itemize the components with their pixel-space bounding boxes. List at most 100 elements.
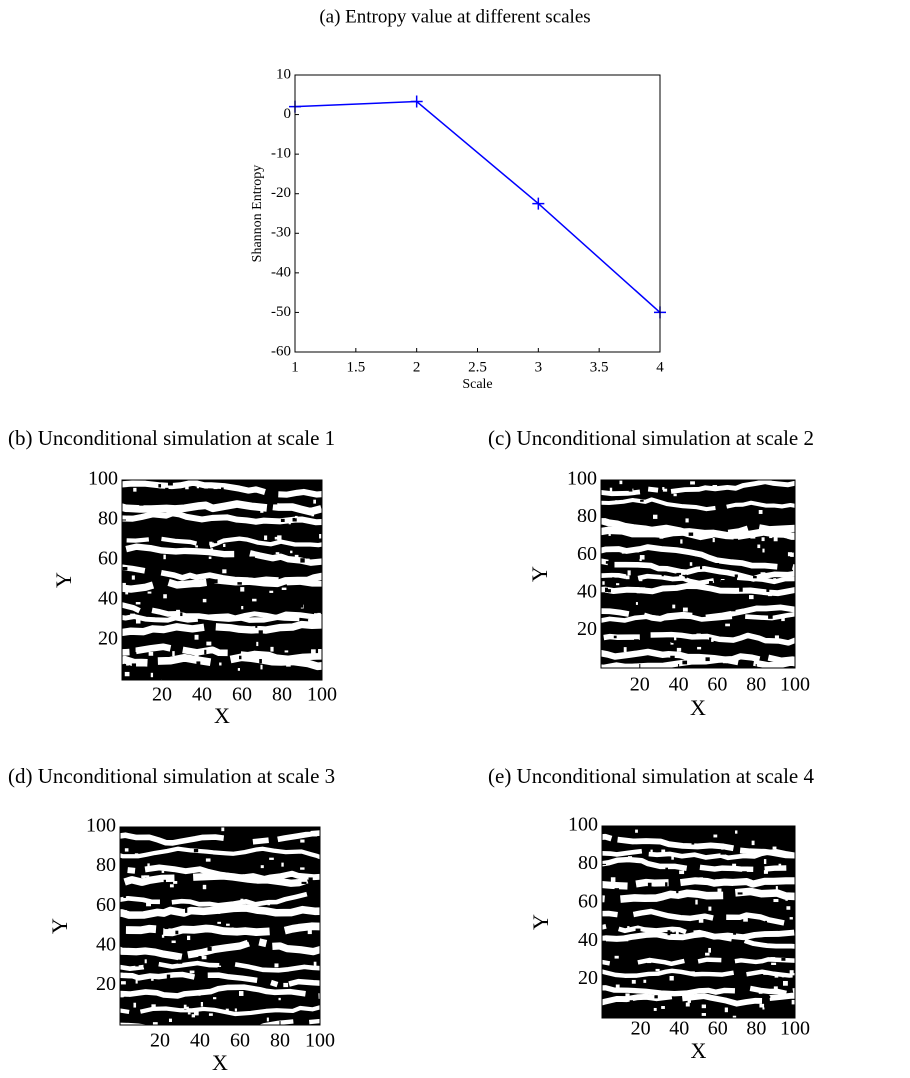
pattern-speck (627, 926, 630, 930)
pattern-speck (151, 561, 157, 565)
y-tick-label: 20 (96, 973, 116, 995)
pattern-speck (238, 842, 242, 846)
pattern-speck (729, 888, 732, 893)
pattern-speck (147, 591, 152, 594)
pattern-speck (198, 955, 202, 959)
pattern-speck (667, 930, 671, 936)
y-tick-label: -10 (271, 146, 291, 162)
pattern-speck (672, 927, 675, 933)
pattern-speck (175, 930, 179, 935)
x-tick-label: 80 (746, 674, 766, 696)
pattern-speck (737, 892, 743, 895)
pattern-speck (697, 646, 702, 650)
pattern-speck (229, 881, 233, 885)
pattern-speck (256, 641, 259, 647)
pattern-speck (187, 1012, 191, 1015)
pattern-speck (747, 879, 752, 883)
pattern-speck (624, 937, 629, 942)
pattern-speck (217, 966, 223, 972)
pattern-speck (679, 573, 683, 578)
pattern-speck (135, 619, 141, 624)
pattern-speck (743, 917, 748, 922)
pattern-speck (757, 663, 761, 667)
pattern-speck (260, 673, 265, 679)
pattern-speck (267, 900, 271, 906)
pattern-speck (216, 887, 221, 890)
pattern-speck (311, 649, 316, 654)
pattern-speck (662, 488, 668, 492)
pattern-stripe (126, 536, 322, 548)
pattern-speck (312, 832, 318, 837)
pattern-stripe (123, 872, 309, 887)
pattern-speck (163, 879, 166, 885)
pattern-speck (669, 976, 674, 981)
pattern-speck (757, 867, 760, 871)
pattern-speck (792, 853, 795, 857)
pattern-speck (283, 982, 289, 988)
axes-box (119, 826, 321, 1026)
chart-title: (b) Unconditional simulation at scale 1 (8, 426, 335, 450)
pattern-speck (272, 501, 278, 505)
pattern-speck (705, 952, 710, 956)
pattern-speck (687, 1000, 691, 1003)
pattern-speck (225, 563, 231, 568)
y-tick-label: 60 (96, 894, 116, 916)
pattern-speck (188, 945, 192, 949)
pattern-speck (627, 570, 631, 576)
pattern-speck (680, 880, 686, 883)
pattern-speck (141, 875, 146, 879)
pattern-speck (233, 606, 238, 610)
pattern-speck (720, 849, 726, 855)
pattern-speck (201, 955, 207, 960)
pattern-speck (177, 673, 182, 676)
pattern-speck (250, 556, 255, 561)
pattern-speck (608, 532, 611, 536)
pattern-speck (733, 538, 739, 543)
pattern-speck (739, 550, 742, 556)
pattern-speck (609, 487, 613, 492)
pattern-speck (281, 862, 284, 867)
pattern-speck (644, 597, 648, 602)
x-tick-label: 80 (270, 1030, 290, 1052)
pattern-speck (180, 612, 183, 617)
pattern-speck (688, 860, 693, 865)
pattern-speck (782, 538, 787, 543)
pattern-speck (200, 565, 204, 569)
pattern-speck (122, 566, 128, 571)
pattern-speck (144, 959, 147, 964)
y-axis-label: Y (527, 566, 552, 582)
pattern-speck (760, 572, 766, 575)
x-tick-label: 80 (746, 1018, 766, 1040)
pattern-speck (731, 1010, 737, 1014)
pattern-stripe (120, 1005, 320, 1017)
pattern-speck (262, 598, 266, 603)
y-tick-label: 40 (96, 933, 116, 955)
pattern-speck (318, 649, 322, 654)
x-tick-label: 60 (230, 1030, 250, 1052)
pattern-speck (300, 839, 305, 843)
pattern-speck (166, 974, 171, 980)
pattern-speck (238, 991, 244, 996)
pattern-speck (689, 562, 693, 566)
pattern-stripe (603, 631, 795, 646)
pattern-speck (709, 557, 715, 560)
pattern-speck (764, 920, 767, 926)
pattern-speck (634, 639, 639, 645)
pattern-speck (222, 945, 227, 951)
pattern-speck (682, 607, 688, 612)
pattern-speck (635, 928, 641, 932)
pattern-speck (150, 672, 154, 678)
pattern-speck (758, 989, 763, 994)
pattern-speck (672, 604, 676, 609)
pattern-speck (185, 907, 188, 913)
y-tick-label: -50 (271, 304, 291, 320)
pattern-speck (123, 893, 126, 898)
pattern-stripe (602, 848, 795, 861)
pattern-speck (151, 978, 154, 981)
pattern-stripe (602, 968, 795, 978)
pattern-speck (168, 947, 172, 951)
pattern-speck (260, 664, 263, 670)
pattern-speck (691, 659, 697, 664)
pattern-speck (670, 827, 673, 831)
pattern-speck (708, 947, 711, 953)
